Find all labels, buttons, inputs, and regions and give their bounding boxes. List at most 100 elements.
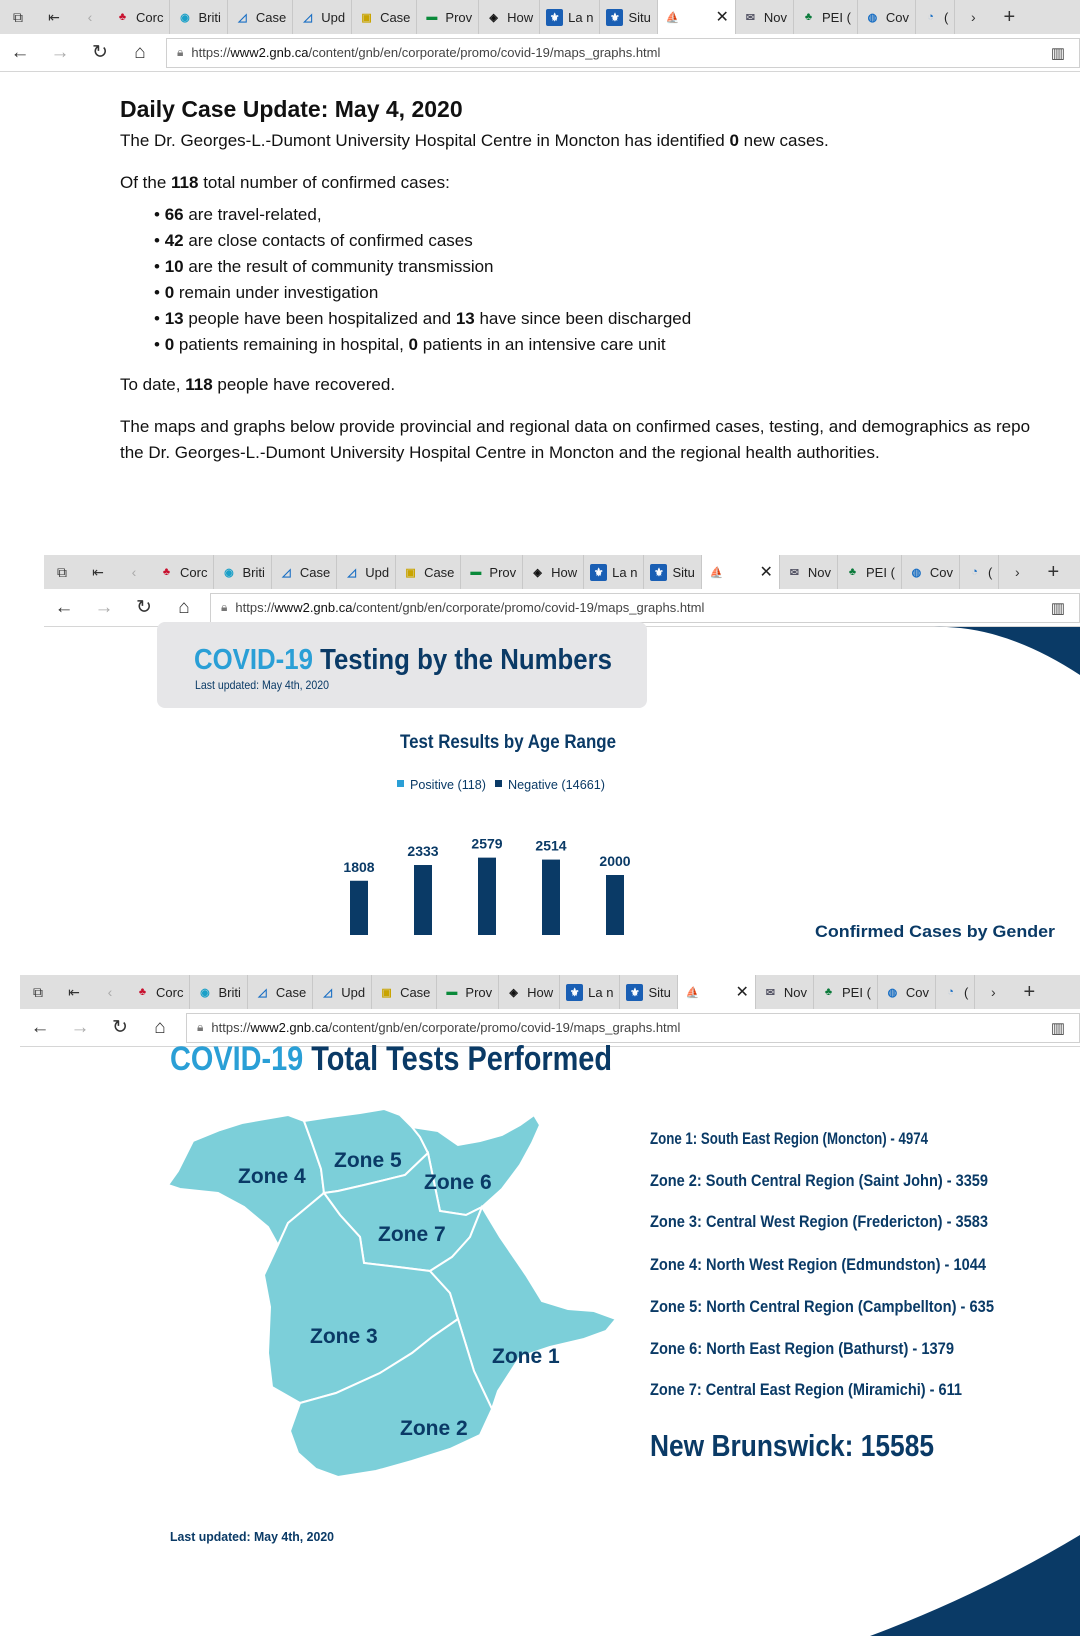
refresh-icon[interactable]: ↻	[112, 1017, 128, 1038]
address-bar[interactable]: 🔒︎ https://www2.gnb.ca/content/gnb/en/co…	[166, 37, 1080, 68]
home-icon[interactable]: ⌂	[178, 596, 190, 618]
nav-bar: ← → ↻ ⌂ 🔒︎ https://www2.gnb.ca/content/g…	[0, 34, 1080, 72]
title-label: Total Tests Performed	[303, 1040, 612, 1078]
scroll-right-icon[interactable]: ›	[1015, 564, 1020, 580]
tab[interactable]: ✉ Nov	[756, 975, 815, 1009]
tab[interactable]: ◍ Cov	[858, 0, 917, 34]
back-icon[interactable]: ←	[10, 41, 30, 63]
address-bar[interactable]: 🔒︎ https://www2.gnb.ca/content/gnb/en/co…	[186, 1012, 1080, 1043]
tab[interactable]: ◔(	[916, 0, 956, 34]
tab-active[interactable]: ⛵ ✕	[677, 975, 756, 1009]
back-icon[interactable]: ←	[30, 1016, 50, 1038]
tab[interactable]: ⚜ La n	[540, 0, 601, 34]
address-bar[interactable]: 🔒︎ https://www2.gnb.ca/content/gnb/en/co…	[210, 592, 1080, 623]
tab[interactable]: ▬ Prov	[417, 0, 480, 34]
negative-bar	[606, 875, 624, 935]
tab[interactable]: ◍ Cov	[878, 975, 937, 1009]
forward-icon[interactable]: →	[50, 41, 70, 63]
case-count: 13	[455, 309, 475, 328]
tab[interactable]: ◉ Briti	[170, 0, 228, 34]
tab[interactable]: ♣ Corc	[128, 975, 191, 1009]
tab[interactable]: ◿ Upd	[293, 0, 353, 34]
tab-list-icon[interactable]: ⧉	[57, 563, 67, 580]
scroll-left-icon[interactable]: ‹	[87, 9, 93, 25]
reading-view-icon[interactable]: ▥	[1050, 44, 1065, 62]
case-breakdown-item: 42 are close contacts of confirmed cases	[154, 228, 1080, 254]
tab[interactable]: ◿ Case	[272, 555, 338, 589]
close-tab-icon[interactable]: ✕	[715, 9, 729, 26]
tab[interactable]: ◿ Upd	[337, 555, 397, 589]
tab[interactable]: ♣ PEI (	[794, 0, 858, 34]
tab[interactable]: ♣ PEI (	[838, 555, 902, 589]
tab[interactable]: ⚜ Situ	[600, 0, 658, 34]
tab[interactable]: ✉ Nov	[736, 0, 795, 34]
sask-icon: ▣	[381, 986, 392, 999]
close-tab-icon[interactable]: ✕	[759, 564, 773, 581]
tab[interactable]: ▣ Case	[396, 555, 462, 589]
tab[interactable]: ◍ Cov	[902, 555, 961, 589]
tab[interactable]: ◈ How	[499, 975, 561, 1009]
tab[interactable]: ◉ Briti	[190, 975, 248, 1009]
tab-list-icon[interactable]: ⧉	[33, 983, 43, 1000]
tab[interactable]: ⚜ La n	[560, 975, 621, 1009]
tab[interactable]: ◿ Case	[228, 0, 294, 34]
tab-list-icon[interactable]: ⧉	[13, 8, 23, 25]
tab[interactable]: ◔(	[936, 975, 976, 1009]
case-breakdown-item: 13 people have been hospitalized and 13 …	[154, 306, 1080, 332]
reading-view-icon[interactable]: ▥	[1050, 1019, 1065, 1037]
tab-label: PEI (	[842, 984, 871, 1000]
zone-2-label: Zone 2	[400, 1417, 468, 1440]
quebec-icon: ⚜	[626, 983, 644, 1001]
tab[interactable]: ▬ Prov	[461, 555, 524, 589]
tab-label: (	[964, 984, 969, 1000]
tab[interactable]: ⚜ Situ	[620, 975, 678, 1009]
tab[interactable]: ✉ Nov	[780, 555, 839, 589]
close-tab-icon[interactable]: ✕	[735, 984, 749, 1001]
new-tab-icon[interactable]: +	[1047, 560, 1060, 583]
tab[interactable]: ◿ Case	[248, 975, 314, 1009]
tab[interactable]: ⚜ Situ	[644, 555, 702, 589]
alberta-icon: ◿	[238, 11, 247, 24]
tab[interactable]: ◈ How	[523, 555, 585, 589]
new-tab-icon[interactable]: +	[1003, 5, 1016, 28]
tab[interactable]: ◉ Briti	[214, 555, 272, 589]
tab[interactable]: ◈ How	[479, 0, 541, 34]
tab[interactable]: ▣ Case	[372, 975, 438, 1009]
forward-icon[interactable]: →	[94, 596, 114, 618]
tab[interactable]: ◔(	[960, 555, 1000, 589]
scroll-left-icon[interactable]: ‹	[131, 564, 137, 580]
scroll-left-icon[interactable]: ‹	[107, 984, 113, 1000]
scroll-right-icon[interactable]: ›	[971, 9, 976, 25]
refresh-icon[interactable]: ↻	[136, 597, 152, 618]
set-aside-tabs-icon[interactable]: ⇤	[48, 8, 60, 25]
reading-view-icon[interactable]: ▥	[1050, 599, 1065, 617]
home-icon[interactable]: ⌂	[154, 1016, 166, 1038]
tab[interactable]: ▣ Case	[352, 0, 418, 34]
tab[interactable]: ♣ PEI (	[814, 975, 878, 1009]
new-tab-icon[interactable]: +	[1023, 980, 1036, 1003]
set-aside-tabs-icon[interactable]: ⇤	[92, 563, 104, 580]
tab[interactable]: ♣ Corc	[108, 0, 171, 34]
url-prefix: https://	[191, 45, 231, 60]
refresh-icon[interactable]: ↻	[92, 42, 108, 63]
lock-icon: 🔒︎	[197, 1020, 204, 1034]
tab[interactable]: ♣ Corc	[152, 555, 215, 589]
scroll-right-icon[interactable]: ›	[991, 984, 996, 1000]
gender-chart-title: Confirmed Cases by Gender	[815, 922, 1055, 941]
tab-label: Nov	[763, 9, 788, 25]
bar-chart: 1808 2333 2579 2514 2000	[343, 836, 631, 935]
tab[interactable]: ▬ Prov	[437, 975, 500, 1009]
tab[interactable]: ⚜ La n	[584, 555, 645, 589]
url-text: https://www2.gnb.ca/content/gnb/en/corpo…	[235, 600, 704, 615]
forward-icon[interactable]: →	[70, 1016, 90, 1038]
tab-active[interactable]: ⛵ ✕	[701, 555, 780, 589]
home-icon[interactable]: ⌂	[134, 41, 146, 63]
back-icon[interactable]: ←	[54, 596, 74, 618]
globe-icon: ◍	[887, 986, 898, 999]
bar-value-label: 2333	[407, 843, 438, 859]
ns-icon: ✉	[789, 566, 799, 579]
tab[interactable]: ◿ Upd	[313, 975, 373, 1009]
tab-active[interactable]: ⛵ ✕	[657, 0, 736, 34]
zone-map-labels: Zone 4 Zone 5 Zone 6 Zone 7 Zone 3 Zone …	[238, 1149, 560, 1440]
set-aside-tabs-icon[interactable]: ⇤	[68, 983, 80, 1000]
